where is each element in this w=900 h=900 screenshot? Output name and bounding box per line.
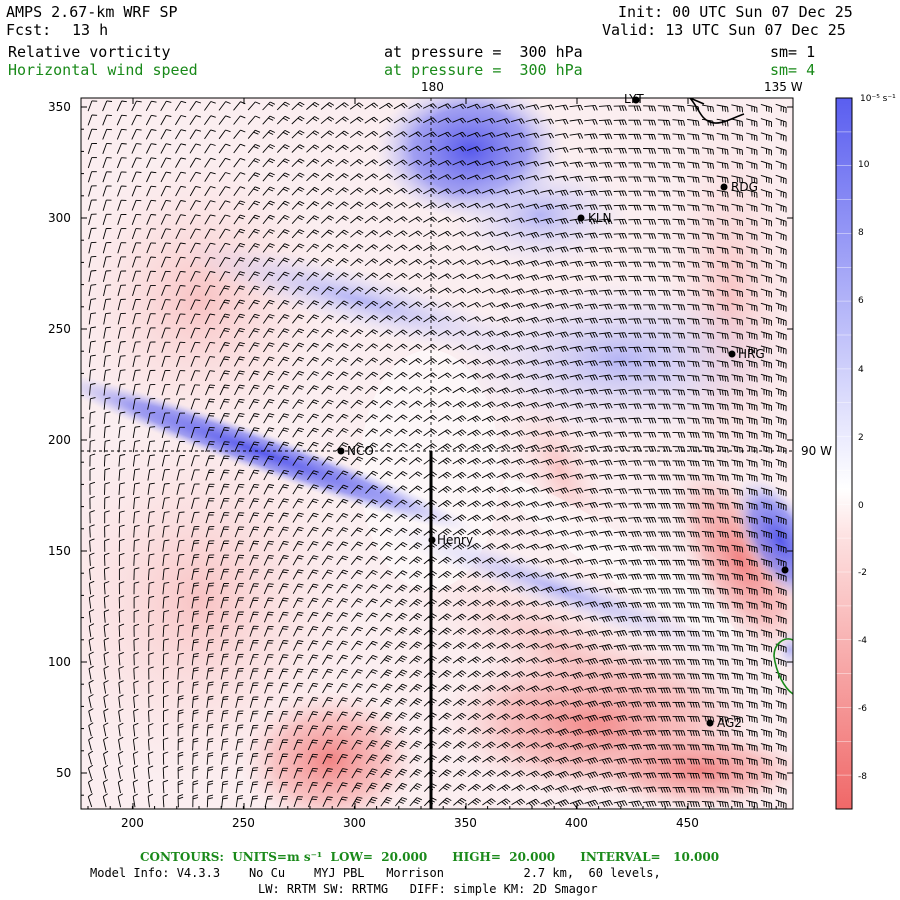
- smoothing-2: sm= 4: [770, 61, 816, 79]
- station-label-hrg: HRG: [738, 347, 765, 361]
- colorbar-label: 8: [858, 228, 864, 238]
- field-wind-speed: Horizontal wind speed: [8, 61, 198, 79]
- x-tick-label: 450: [676, 816, 699, 830]
- station-dot-kln: [577, 214, 585, 222]
- station-markers: [337, 96, 789, 727]
- y-tick-label: 350: [48, 100, 71, 114]
- meridian-label-180: 180: [421, 80, 444, 94]
- contour-info: CONTOURS: UNITS=m s⁻¹ LOW= 20.000 HIGH= …: [140, 850, 720, 864]
- station-dot-lyt: [632, 96, 640, 104]
- y-tick-label: 50: [56, 766, 72, 780]
- colorbar-label: -4: [858, 636, 867, 646]
- station-label-ag2: AG2: [717, 716, 742, 730]
- station-dot-ag2: [706, 719, 714, 727]
- axis-ticks: [81, 98, 793, 809]
- colorbar-label: 0: [858, 501, 864, 511]
- colorbar-label: 4: [858, 365, 864, 375]
- init-time: Init: 00 UTC Sun 07 Dec 25: [618, 3, 853, 21]
- colorbar-label: 10: [858, 160, 870, 170]
- x-tick-label: 400: [565, 816, 588, 830]
- station-dot-henry: [428, 536, 436, 544]
- station-label-kln: KLN: [588, 211, 612, 225]
- x-tick-label: 350: [454, 816, 477, 830]
- station-dot-unlabeled: [781, 566, 789, 574]
- colorbar-label: -6: [858, 704, 867, 714]
- vorticity-shading: [81, 98, 793, 809]
- colorbar: [835, 97, 853, 810]
- x-tick-label: 300: [343, 816, 366, 830]
- station-label-lyt: LYT: [624, 92, 644, 106]
- pressure-level-1: at pressure = 300 hPa: [384, 43, 583, 61]
- smoothing-1: sm= 1: [770, 43, 816, 61]
- station-dot-rdg: [720, 183, 728, 191]
- y-tick-label: 300: [48, 211, 71, 225]
- coastline: [689, 98, 793, 695]
- field-vorticity: Relative vorticity: [8, 43, 171, 61]
- station-label-nco: NCO: [347, 444, 374, 458]
- colorbar-label: -2: [858, 568, 867, 578]
- forecast-hour: 13 h: [72, 21, 109, 39]
- x-tick-label: 250: [232, 816, 255, 830]
- station-dot-nco: [337, 447, 345, 455]
- colorbar-label: 2: [858, 433, 864, 443]
- valid-time: Valid: 13 UTC Sun 07 Dec 25: [602, 21, 846, 39]
- y-tick-label: 150: [48, 544, 71, 558]
- wind-speed-contour: [773, 638, 793, 695]
- station-label-rdg: RDG: [731, 180, 758, 194]
- x-tick-label: 200: [121, 816, 144, 830]
- colorbar-label: -8: [858, 772, 867, 782]
- station-label-henry: Henry: [437, 533, 474, 547]
- meridian-label-135w: 135 W: [764, 80, 803, 94]
- model-title: AMPS 2.67-km WRF SP: [6, 3, 178, 21]
- physics-info: LW: RRTM SW: RRTMG DIFF: simple KM: 2D S…: [258, 882, 598, 896]
- y-tick-label: 100: [48, 655, 71, 669]
- forecast-label: Fcst:: [6, 21, 52, 39]
- y-tick-label: 250: [48, 322, 71, 336]
- colorbar-unit: 10⁻⁵ s⁻¹: [860, 94, 896, 104]
- pressure-level-2: at pressure = 300 hPa: [384, 61, 583, 79]
- model-info: Model Info: V4.3.3 No Cu MYJ PBL Morriso…: [90, 866, 661, 880]
- y-tick-label: 200: [48, 433, 71, 447]
- plot-frame: [80, 97, 794, 810]
- colorbar-label: 6: [858, 296, 864, 306]
- wind-barbs: [87, 100, 787, 809]
- meridian-label-90w: 90 W: [801, 444, 832, 458]
- station-dot-hrg: [728, 350, 736, 358]
